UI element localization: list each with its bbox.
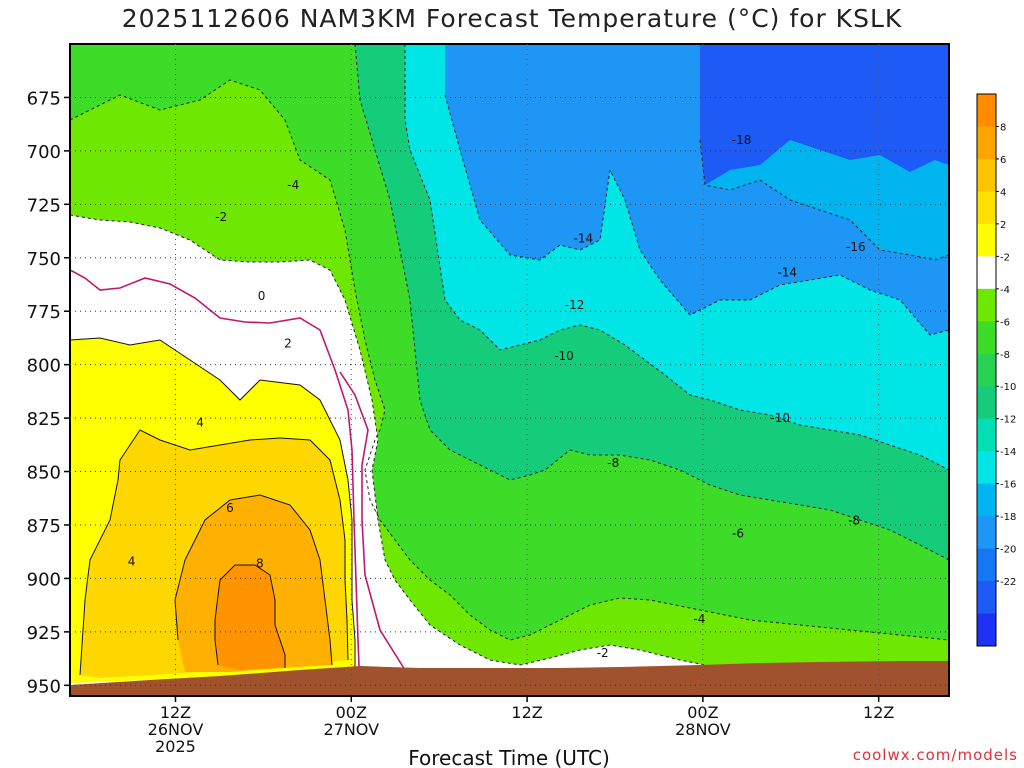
- contour-label: 8: [256, 556, 264, 570]
- colorbar-swatch: [977, 451, 996, 485]
- colorbar-swatch: [977, 353, 996, 387]
- contour-line: [174, 494, 333, 666]
- contour-label: -14: [777, 266, 797, 280]
- freezing-line: [70, 269, 361, 691]
- freezing-line: [339, 371, 421, 696]
- y-tick-label: 775: [27, 302, 61, 323]
- y-tick-label: 825: [27, 409, 61, 430]
- colorbar-label: 4: [1000, 187, 1006, 198]
- y-tick-label: 950: [27, 676, 61, 697]
- contour-label: -4: [693, 612, 705, 626]
- contour-label: -16: [846, 240, 866, 254]
- colorbar-label: -2: [1000, 252, 1010, 263]
- x-tick-label: 27NOV: [323, 720, 379, 739]
- colorbar-swatch: [977, 581, 996, 615]
- colorbar-label: 8: [1000, 122, 1006, 133]
- plot-frame: [69, 43, 950, 697]
- colorbar-swatch: [977, 158, 996, 192]
- colorbar-label: -8: [1000, 350, 1010, 361]
- band-teal: [355, 44, 949, 560]
- contour-label: -2: [597, 646, 609, 660]
- y-tick-label: 700: [27, 142, 61, 163]
- terrain: [70, 661, 949, 696]
- band-cold: [445, 44, 949, 335]
- colorbar-swatch: [977, 516, 996, 550]
- y-tick-label: 850: [27, 463, 61, 484]
- contour-label: -6: [732, 527, 744, 541]
- colorbar-swatch: [977, 418, 996, 452]
- colorbar-label: -4: [1000, 285, 1010, 296]
- band-mid-cold: [405, 44, 949, 470]
- y-tick-label: 900: [27, 569, 61, 590]
- colorbar-label: -10: [1000, 382, 1016, 393]
- band-dark-orange: [215, 565, 285, 670]
- colorbar-swatch: [977, 613, 996, 647]
- colorbar-label: -20: [1000, 545, 1016, 556]
- y-tick-label: 675: [27, 88, 61, 109]
- contour-line: [214, 564, 286, 668]
- contour-line: [699, 139, 949, 261]
- contour-label: -2: [215, 210, 227, 224]
- contour-label: 4: [128, 554, 136, 568]
- contour-label: -10: [554, 349, 574, 363]
- colorbar-swatch: [977, 321, 996, 355]
- contour-line: [404, 44, 949, 471]
- contour-label: -8: [848, 514, 860, 528]
- colorbar-swatch: [977, 548, 996, 582]
- contour-label: 6: [226, 501, 234, 515]
- contour-line: [70, 337, 356, 670]
- band-green: [70, 44, 949, 640]
- colorbar-label: 2: [1000, 220, 1006, 231]
- colorbar-swatch: [977, 94, 996, 127]
- colorbar-label: -14: [1000, 447, 1016, 458]
- band-coldest: [700, 44, 949, 185]
- contour-label: -18: [732, 133, 752, 147]
- contour-line: [70, 214, 949, 679]
- x-tick-label: 12Z: [511, 703, 542, 722]
- credit-text: coolwx.com/models: [852, 746, 1018, 764]
- x-tick-label: 28NOV: [675, 720, 731, 739]
- x-tick-label: 00Z: [336, 703, 367, 722]
- contour-label: 0: [258, 289, 266, 303]
- contour-line: [354, 44, 949, 561]
- contour-label: 4: [196, 415, 204, 429]
- y-tick-label: 925: [27, 623, 61, 644]
- colorbar-label: -12: [1000, 415, 1016, 426]
- y-tick-label: 875: [27, 516, 61, 537]
- contour-label: -8: [607, 456, 619, 470]
- contour-label: -4: [287, 178, 299, 192]
- colorbar-swatch: [977, 191, 996, 225]
- band-light-green: [70, 80, 949, 678]
- colorbar-label: 6: [1000, 155, 1006, 166]
- x-tick-label: 26NOV: [148, 720, 204, 739]
- contour-label: -12: [565, 298, 585, 312]
- contour-line: [79, 429, 349, 676]
- colorbar-swatch: [977, 256, 996, 290]
- colorbar-swatch: [977, 223, 996, 257]
- y-tick-label: 800: [27, 356, 61, 377]
- colorbar-label: -22: [1000, 577, 1016, 588]
- x-tick-label: 2025: [155, 737, 196, 756]
- colorbar-swatch: [977, 126, 996, 160]
- x-tick-label: 00Z: [687, 703, 718, 722]
- colorbar-frame: [976, 93, 997, 647]
- colorbar-label: -18: [1000, 512, 1016, 523]
- colorbar-swatch: [977, 483, 996, 517]
- x-tick-label: 12Z: [863, 703, 894, 722]
- y-tick-label: 750: [27, 249, 61, 270]
- contour-label: -14: [574, 232, 594, 246]
- colorbar-label: -6: [1000, 317, 1010, 328]
- plot-area: [70, 44, 949, 696]
- contour-line: [70, 79, 949, 641]
- contour-label: -10: [770, 411, 790, 425]
- x-tick-label: 12Z: [160, 703, 191, 722]
- colorbar-swatch: [977, 386, 996, 420]
- y-tick-label: 725: [27, 195, 61, 216]
- colorbar-swatch: [977, 288, 996, 322]
- chart-title: 2025112606 NAM3KM Forecast Temperature (…: [121, 4, 903, 33]
- colorbar-label: -16: [1000, 480, 1016, 491]
- x-axis-label: Forecast Time (UTC): [408, 746, 610, 768]
- contour-label: 2: [284, 336, 292, 350]
